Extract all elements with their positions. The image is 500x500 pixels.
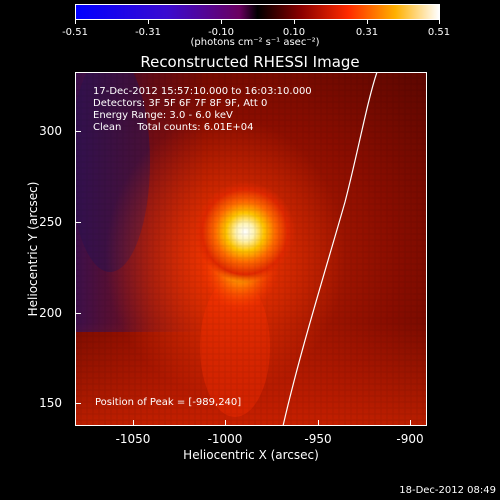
colorbar-tick xyxy=(75,20,76,24)
x-tick-label: -1050 xyxy=(115,432,151,446)
colorbar-tick xyxy=(367,20,368,24)
clean-total-counts-text: Clean Total counts: 6.01E+04 xyxy=(93,122,254,133)
colorbar-tick-label: -0.51 xyxy=(62,27,88,38)
x-tick-label: -1000 xyxy=(207,432,243,446)
y-tick xyxy=(75,222,81,223)
solar-limb-line xyxy=(282,72,378,426)
colorbar-tick xyxy=(221,20,222,24)
y-tick-label: 300 xyxy=(39,124,62,138)
colorbar-tick xyxy=(439,20,440,24)
rhessi-image xyxy=(75,72,427,426)
colorbar-tick-label: 0.10 xyxy=(282,27,306,38)
x-tick xyxy=(225,420,226,426)
y-tick-label: 250 xyxy=(39,215,62,229)
colorbar-tick-label: -0.10 xyxy=(208,27,234,38)
x-tick xyxy=(410,420,411,426)
y-tick xyxy=(75,131,81,132)
y-tick-label: 200 xyxy=(39,306,62,320)
x-tick xyxy=(133,420,134,426)
x-tick xyxy=(318,420,319,426)
timestamp: 18-Dec-2012 08:49 xyxy=(399,485,496,496)
detectors-text: Detectors: 3F 5F 6F 7F 8F 9F, Att 0 xyxy=(93,98,268,109)
peak-position-text: Position of Peak = [-989,240] xyxy=(95,397,242,408)
energy-range-text: Energy Range: 3.0 - 6.0 keV xyxy=(93,110,233,121)
y-tick xyxy=(75,403,81,404)
colorbar-tick-label: 0.51 xyxy=(427,27,451,38)
y-axis-label: Heliocentric Y (arcsec) xyxy=(26,181,40,317)
y-tick xyxy=(75,313,81,314)
x-tick-label: -900 xyxy=(396,432,424,446)
x-axis-label: Heliocentric X (arcsec) xyxy=(183,448,319,462)
time-range-text: 17-Dec-2012 15:57:10.000 to 16:03:10.000 xyxy=(93,86,312,97)
colorbar-tick-label: 0.31 xyxy=(355,27,379,38)
colorbar-tick-label: -0.31 xyxy=(135,27,161,38)
colorbar xyxy=(75,4,440,20)
y-tick-label: 150 xyxy=(39,396,62,410)
colorbar-tick xyxy=(148,20,149,24)
colorbar-tick xyxy=(294,20,295,24)
x-tick-label: -950 xyxy=(304,432,332,446)
plot-title: Reconstructed RHESSI Image xyxy=(140,53,360,71)
colorbar-units: (photons cm⁻² s⁻¹ asec⁻²) xyxy=(190,37,320,48)
